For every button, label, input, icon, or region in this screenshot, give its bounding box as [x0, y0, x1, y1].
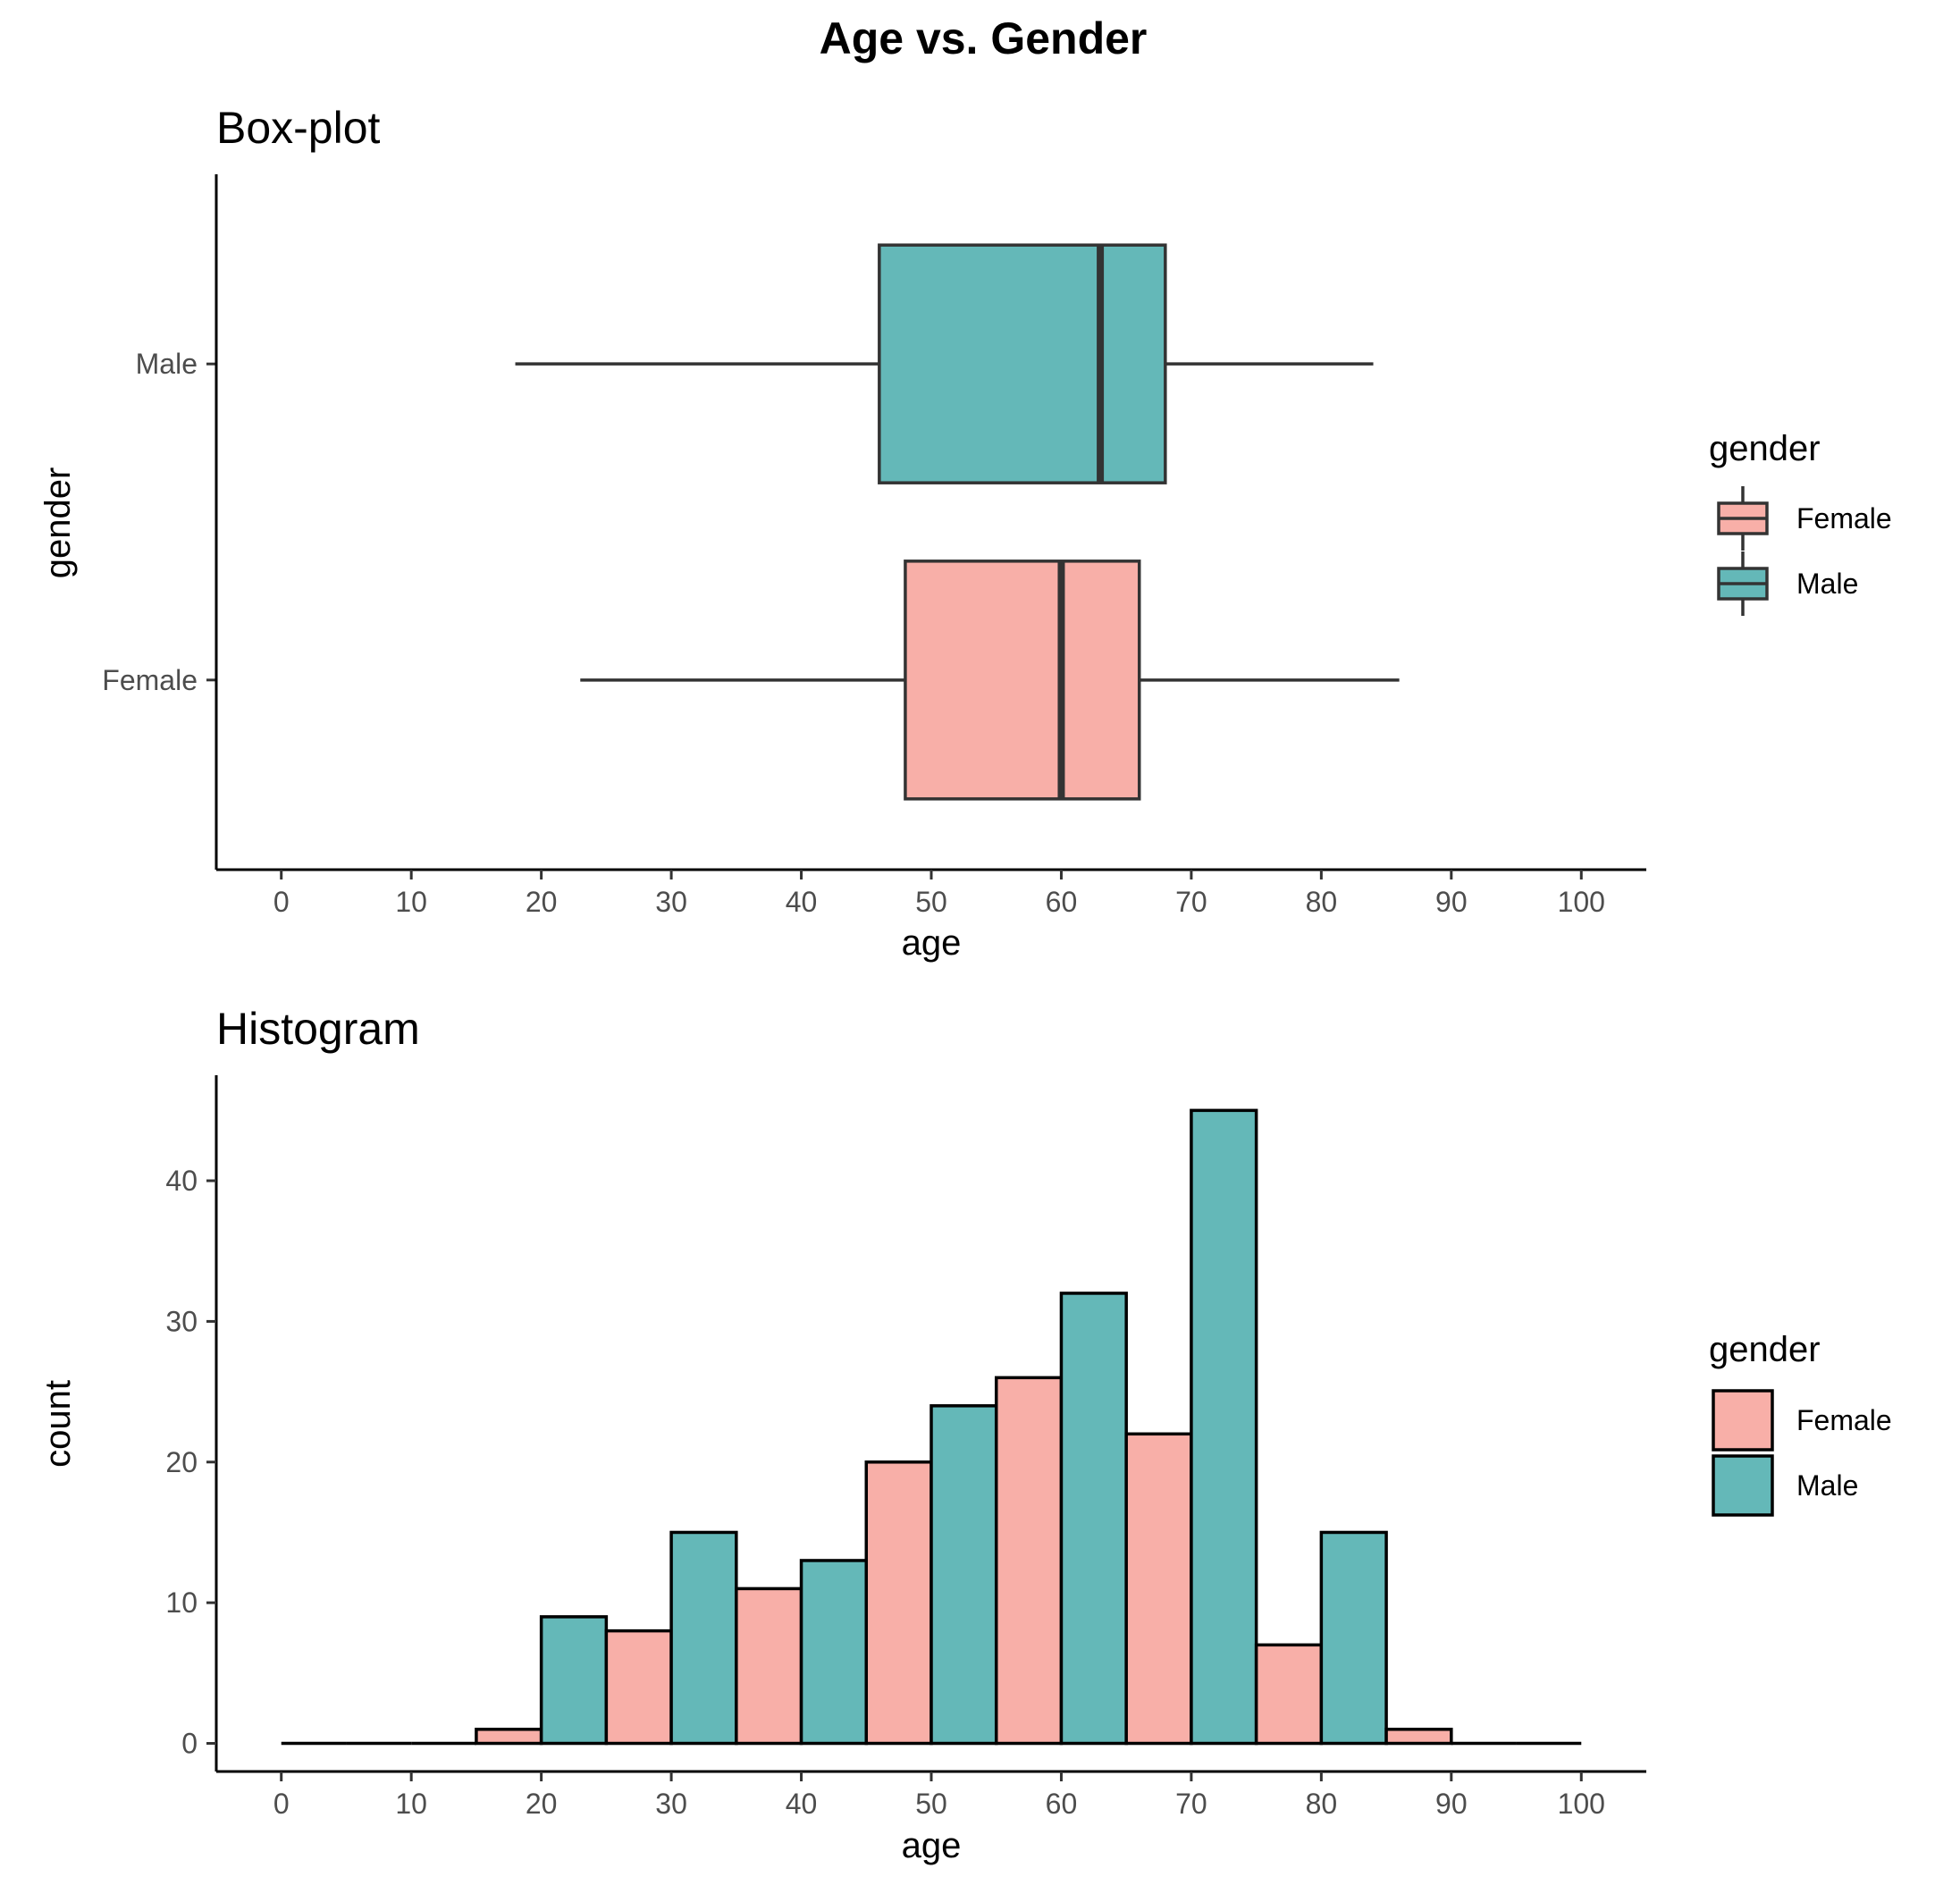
box-x-tick-label: 80 [1306, 886, 1338, 918]
histogram-bar [1254, 1643, 1324, 1746]
histogram-y-tick-label: 40 [165, 1165, 198, 1197]
box-plot-legend-title: gender [1709, 429, 1821, 468]
box-plot-y-axis-title: gender [38, 467, 78, 579]
histogram-y-axis-title: count [38, 1380, 78, 1468]
box-y-tick-label-male: Male [136, 348, 198, 380]
histogram-x-tick-label: 90 [1435, 1788, 1468, 1820]
box-iqr-male [878, 243, 1167, 484]
box-x-tick-label: 10 [395, 886, 427, 918]
histogram-bar [1384, 1728, 1453, 1746]
histogram-x-tick-label: 10 [395, 1788, 427, 1820]
histogram-x-tick-label: 70 [1175, 1788, 1207, 1820]
histogram-bar [1190, 1108, 1258, 1746]
histogram-bar [539, 1615, 609, 1746]
box-y-tick-label-female: Female [102, 664, 198, 696]
histogram-bar [475, 1728, 543, 1746]
box-legend-label-female: Female [1796, 502, 1892, 534]
box-plot-title: Box-plot [216, 103, 381, 153]
box-x-tick-label: 20 [526, 886, 558, 918]
histogram-legend-title: gender [1709, 1330, 1821, 1369]
histogram-bar [994, 1376, 1064, 1746]
box-x-tick-label: 100 [1558, 886, 1605, 918]
box-plot-panel: Box-plot Female Male 0 10 20 30 40 50 60 70 80 90 10… [38, 103, 1892, 963]
histogram-bar [930, 1404, 998, 1746]
histogram-legend: gender Female Male [1709, 1330, 1892, 1517]
box-x-tick-label: 60 [1046, 886, 1078, 918]
box-plot-axes: Female Male 0 10 20 30 40 50 60 70 80 90 100 [102, 174, 1646, 918]
box-x-tick-label: 40 [786, 886, 818, 918]
histogram-x-axis-title: age [902, 1826, 962, 1865]
histogram-axes: 0 10 20 30 40 50 60 70 80 90 100 0 10 20 30 40 [165, 1075, 1646, 1820]
box-x-tick-label: 0 [273, 886, 290, 918]
histogram-bar [1319, 1530, 1388, 1746]
histogram-bar [1124, 1432, 1193, 1746]
histogram-x-tick-label: 50 [915, 1788, 947, 1820]
box-plot-marks [515, 243, 1400, 801]
histogram-title: Histogram [216, 1004, 420, 1054]
histogram-bar [799, 1559, 869, 1746]
box-plot-x-axis-title: age [902, 923, 962, 963]
box-plot-legend: gender Female Male [1709, 429, 1892, 616]
histogram-x-tick-label: 30 [655, 1788, 687, 1820]
histogram-panel: Histogram 0 10 20 30 40 50 60 70 80 90 100 0 10 20 30 4… [38, 1004, 1892, 1865]
histogram-x-tick-label: 60 [1046, 1788, 1078, 1820]
histogram-x-tick-label: 40 [786, 1788, 818, 1820]
histogram-y-tick-label: 0 [181, 1728, 198, 1760]
box-x-tick-label: 90 [1435, 886, 1468, 918]
histogram-y-tick-label: 30 [165, 1305, 198, 1337]
box-x-tick-label: 30 [655, 886, 687, 918]
histogram-y-tick-label: 20 [165, 1446, 198, 1478]
histogram-x-tick-label: 20 [526, 1788, 558, 1820]
histogram-bar [864, 1460, 933, 1746]
histogram-legend-key-female [1712, 1389, 1774, 1452]
histogram-bar [669, 1530, 738, 1746]
chart-main-title: Age vs. Gender [820, 13, 1148, 63]
histogram-bar [1059, 1292, 1128, 1746]
histogram-x-tick-label: 0 [273, 1788, 290, 1820]
box-x-tick-label: 70 [1175, 886, 1207, 918]
histogram-x-tick-label: 100 [1558, 1788, 1605, 1820]
histogram-legend-key-male [1712, 1454, 1774, 1517]
histogram-x-tick-label: 80 [1306, 1788, 1338, 1820]
histogram-legend-label-male: Male [1796, 1469, 1858, 1502]
histogram-legend-label-female: Female [1796, 1404, 1892, 1436]
box-iqr-female [904, 560, 1141, 801]
box-x-tick-label: 50 [915, 886, 947, 918]
histogram-bar [604, 1628, 673, 1746]
histogram-y-tick-label: 10 [165, 1586, 198, 1619]
box-legend-label-male: Male [1796, 568, 1858, 600]
histogram-marks [281, 1108, 1582, 1746]
histogram-bar [735, 1586, 803, 1746]
